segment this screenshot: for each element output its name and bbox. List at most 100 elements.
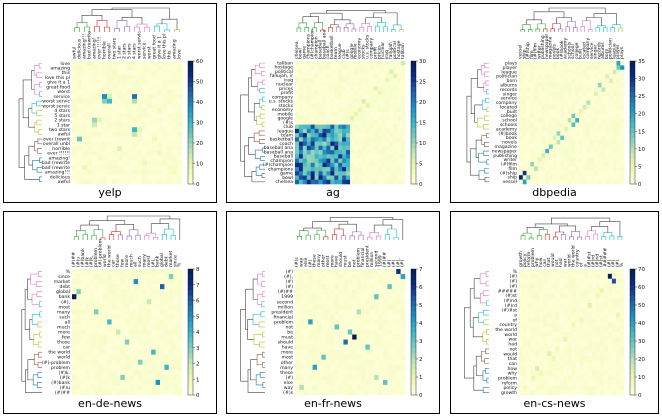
heatmap-cell	[357, 103, 363, 108]
heatmap-cell	[306, 124, 312, 130]
heatmap-cell	[545, 69, 550, 75]
heatmap-cell	[157, 103, 163, 109]
row-dendrogram-branch	[36, 291, 42, 298]
column-dendrogram-branch	[146, 232, 156, 238]
heatmap-cell	[369, 364, 375, 371]
heatmap-cell	[142, 314, 148, 320]
colorbar-segment	[188, 326, 193, 333]
heatmap-cell	[385, 120, 390, 125]
heatmap-cell	[97, 150, 103, 156]
row-label: (#)	[510, 283, 518, 289]
heatmap-cell	[298, 167, 304, 172]
column-dendrogram-branch	[543, 28, 548, 32]
heatmap-cell	[526, 100, 531, 106]
column-dendrogram-branch	[577, 236, 582, 240]
heatmap-cell	[155, 374, 161, 381]
heatmap-cell	[389, 162, 394, 168]
heatmap-cell	[107, 103, 113, 109]
heatmap-cell	[72, 136, 78, 142]
column-label: (#)##	[382, 252, 388, 267]
heatmap-cell	[539, 322, 544, 328]
heatmap-cell	[102, 389, 108, 396]
heatmap-cell	[347, 304, 353, 310]
heatmap-cell	[377, 107, 382, 113]
heatmap-cell	[612, 61, 617, 66]
row-label: political	[275, 69, 293, 75]
heatmap-cell	[177, 309, 183, 315]
heatmap-cell	[575, 336, 580, 342]
heatmap-cell	[107, 122, 113, 128]
column-label: 1999	[378, 255, 384, 267]
heatmap-cell	[326, 82, 331, 87]
heatmap-cell	[615, 302, 621, 309]
heatmap-cell	[338, 150, 343, 155]
heatmap-cell	[609, 170, 614, 176]
heatmap-cell	[560, 113, 565, 119]
heatmap-cell	[339, 319, 344, 325]
heatmap-cell	[397, 171, 402, 176]
heatmap-cell	[361, 145, 367, 151]
heatmap-cell	[619, 288, 625, 294]
heatmap-cell	[173, 334, 178, 340]
heatmap-cell	[353, 86, 359, 91]
heatmap-cell	[155, 329, 161, 335]
column-label: two stars	[112, 37, 118, 59]
heatmap-cell	[361, 299, 366, 305]
heatmap-cell	[527, 365, 532, 372]
heatmap-cell	[322, 103, 327, 108]
heatmap-cell	[552, 175, 557, 180]
heatmap-cell	[133, 299, 139, 305]
heatmap-cell	[530, 162, 535, 167]
heatmap-cell	[342, 120, 347, 125]
heatmap-cell	[330, 324, 335, 330]
heatmap-cell	[347, 354, 353, 361]
row-label: economy	[272, 108, 293, 113]
heatmap-cell	[612, 122, 617, 128]
heatmap-cell	[397, 116, 402, 121]
column-label: vessel	[518, 45, 524, 59]
heatmap-cell	[142, 364, 148, 371]
heatmap-cell	[322, 107, 327, 113]
heatmap-cell	[601, 87, 606, 93]
heatmap-cell	[519, 157, 524, 163]
heatmap-cell	[575, 140, 580, 145]
heatmap-cell	[619, 278, 625, 284]
column-label: basketball	[329, 35, 335, 59]
heatmap-cell	[142, 174, 148, 180]
heatmap-cell	[142, 329, 148, 335]
heatmap-cell	[298, 128, 304, 134]
heatmap-cell	[549, 162, 554, 167]
heatmap-cell	[92, 117, 98, 123]
heatmap-cell	[567, 370, 572, 376]
heatmap-cell	[339, 339, 344, 345]
heatmap-cell	[338, 167, 343, 172]
heatmap-cell	[164, 324, 170, 330]
heatmap-cell	[537, 131, 542, 136]
row-label: (#)book	[498, 131, 517, 137]
heatmap-cell	[302, 124, 308, 130]
colorbar-segment	[630, 158, 635, 164]
heatmap-cell	[530, 104, 535, 110]
row-label: great food	[46, 84, 70, 90]
colorbar-segment	[630, 168, 635, 175]
heatmap-cell	[343, 339, 349, 345]
heatmap-cell	[168, 374, 174, 381]
heatmap-cell	[132, 89, 138, 95]
heatmap-cell	[567, 356, 572, 362]
row-dendrogram-branch	[31, 70, 35, 90]
colorbar-segment	[630, 321, 635, 328]
column-label: fallujah	[388, 42, 394, 59]
heatmap-cell	[299, 349, 305, 355]
column-dendrogram-branch	[109, 234, 115, 240]
heatmap-cell	[295, 175, 300, 181]
colorbar-segment	[411, 66, 416, 72]
heatmap-cell	[72, 359, 77, 366]
heatmap-cell	[314, 167, 319, 172]
heatmap-cell	[107, 84, 113, 90]
heatmap-cell	[303, 299, 309, 305]
heatmap-cell	[381, 167, 386, 172]
heatmap-cell	[620, 113, 625, 119]
heatmap-cell	[76, 279, 82, 285]
heatmap-cell	[564, 78, 569, 84]
heatmap-cell	[72, 319, 77, 325]
